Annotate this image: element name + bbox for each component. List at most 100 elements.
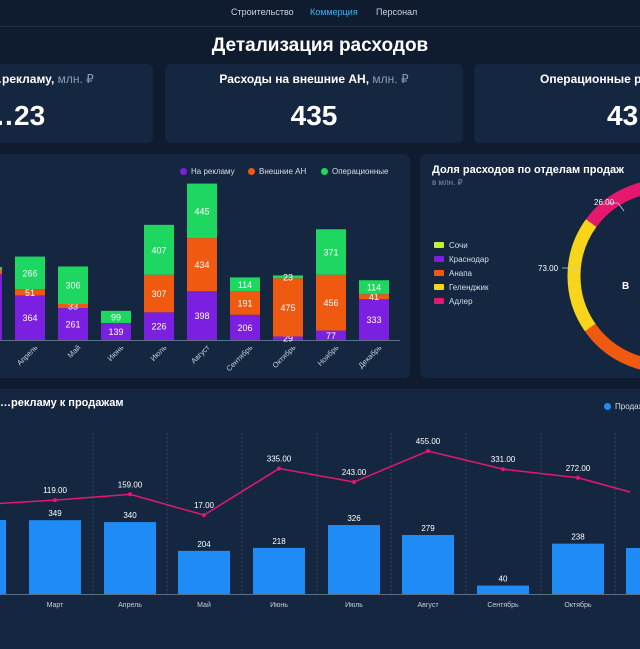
leader-line [608,202,625,212]
bar-segment [273,336,303,340]
data-label: 191 [237,299,252,309]
x-tick-label: Март [47,602,65,609]
legend-krasnodar[interactable]: Краснодар [434,255,489,264]
slice-label: 26.00 [594,198,615,207]
bar-partial [0,520,6,594]
x-tick-label: Октябрь [564,601,591,609]
legend-gelendzhik[interactable]: Геленджик [434,283,489,292]
bar-segment [273,278,303,337]
legend-swatch [434,270,444,276]
x-tick-label: Май [66,343,83,360]
bar [104,522,156,594]
department-donut-chart: В 26.00 73.00 [538,182,640,370]
bar-partial [0,274,2,340]
bar [29,520,81,594]
legend-operational[interactable]: Операционные [321,167,388,176]
bar-segment [144,274,174,313]
bar-partial [0,267,2,270]
stacked-bar-chart: 364 51 266 Апрель 261 33 306 Май 139 99 Июнь 226 307… [0,183,400,373]
nav-tab-commerce[interactable]: Коммерция [310,7,358,17]
kpi-card-operational: Операционные рас… 43… [474,64,640,143]
line-point [128,492,132,497]
nav-tab-construction[interactable]: Строительство [231,7,294,17]
data-label: 33 [68,302,78,312]
x-tick-label: Декабрь [356,343,383,370]
ratio-chart-title: …рекламу к продажам [0,397,124,409]
slice-label: 73.00 [538,264,559,273]
legend-swatch [434,256,444,262]
line-label: 119.00 [43,486,67,495]
kpi-value: 435 [290,100,338,131]
legend-dot [180,168,187,175]
legend-swatch [434,284,444,290]
line-series [0,450,631,516]
bar-label: 40 [499,575,508,584]
line-label: 17.00 [194,501,215,510]
bar-segment [187,183,217,239]
bar-segment [15,256,45,290]
bar [253,547,305,594]
legend-external[interactable]: Внешние АН [248,167,306,176]
legend-swatch [434,298,444,304]
bar-segment [359,294,389,300]
ratio-combo-chart: 349 Март 340 Апрель 204 Май 218 Июнь 326 Июль 279 А… [0,433,640,609]
kpi-card-external: Расходы на внешние АН, млн. ₽ 435 [165,64,463,143]
x-tick-label: Июнь [106,343,126,363]
line-label: 331.00 [491,455,516,464]
x-tick-label: Апрель [118,602,142,609]
legend-advertising[interactable]: На рекламу [180,167,235,176]
donut-slice-adler [585,182,640,228]
dept-chart-title: Доля расходов по отделам продаж [432,164,624,176]
kpi-label: Расходы на внешние АН, млн. ₽ [219,72,409,86]
legend-adler[interactable]: Адлер [434,297,473,306]
x-tick-label: Сентябрь [487,601,519,609]
donut-slice-gelendzhik [567,219,597,332]
nav-tab-personnel[interactable]: Персонал [376,7,418,17]
kpi-label: …рекламу, млн. ₽ [0,72,94,86]
legend-anapa[interactable]: Анапа [434,269,472,278]
data-label: 445 [194,206,209,216]
line-point [53,498,57,503]
bar-segment [187,238,217,292]
data-label: 226 [151,322,166,332]
legend-sales[interactable]: Продаж… [604,402,640,411]
data-label: 99 [111,312,121,322]
x-tick-label: Май [197,601,211,609]
legend-sochi[interactable]: Сочи [434,241,468,250]
bar-segment [58,266,88,304]
line-point [352,480,356,485]
x-tick-label: Ноябрь [316,343,341,368]
line-point [277,466,281,471]
bar-segment [230,291,260,315]
leader-line [562,267,579,273]
bar-label: 349 [48,509,62,518]
bar [477,585,529,594]
legend-dot [321,168,328,175]
bar-segment [230,314,260,340]
data-label: 306 [65,281,80,291]
donut-slice-anapa [584,323,640,370]
data-label: 41 [369,292,379,302]
bar-label: 204 [197,540,211,549]
bar-label: 238 [571,533,585,542]
data-label: 407 [151,245,166,255]
line-point [576,475,580,480]
data-label: 261 [65,320,80,330]
line-label: 335.00 [267,455,292,464]
bar-segment [316,330,346,340]
bar-segment [15,295,45,340]
data-label: 398 [194,311,209,321]
legend-swatch [434,242,444,248]
data-label: 307 [151,289,166,299]
bar-segment [101,322,131,340]
data-label: 29 [283,334,293,344]
x-tick-label: Июль [345,602,363,609]
dept-chart-subtitle: в млн. ₽ [432,178,463,187]
bar-segment [58,308,88,340]
department-share-card: Доля расходов по отделам продаж в млн. ₽… [420,154,640,378]
line-label: 159.00 [118,480,143,489]
data-label: 475 [280,303,295,313]
bar-segment [316,274,346,331]
bar [178,550,230,594]
bar-label: 340 [123,511,137,520]
